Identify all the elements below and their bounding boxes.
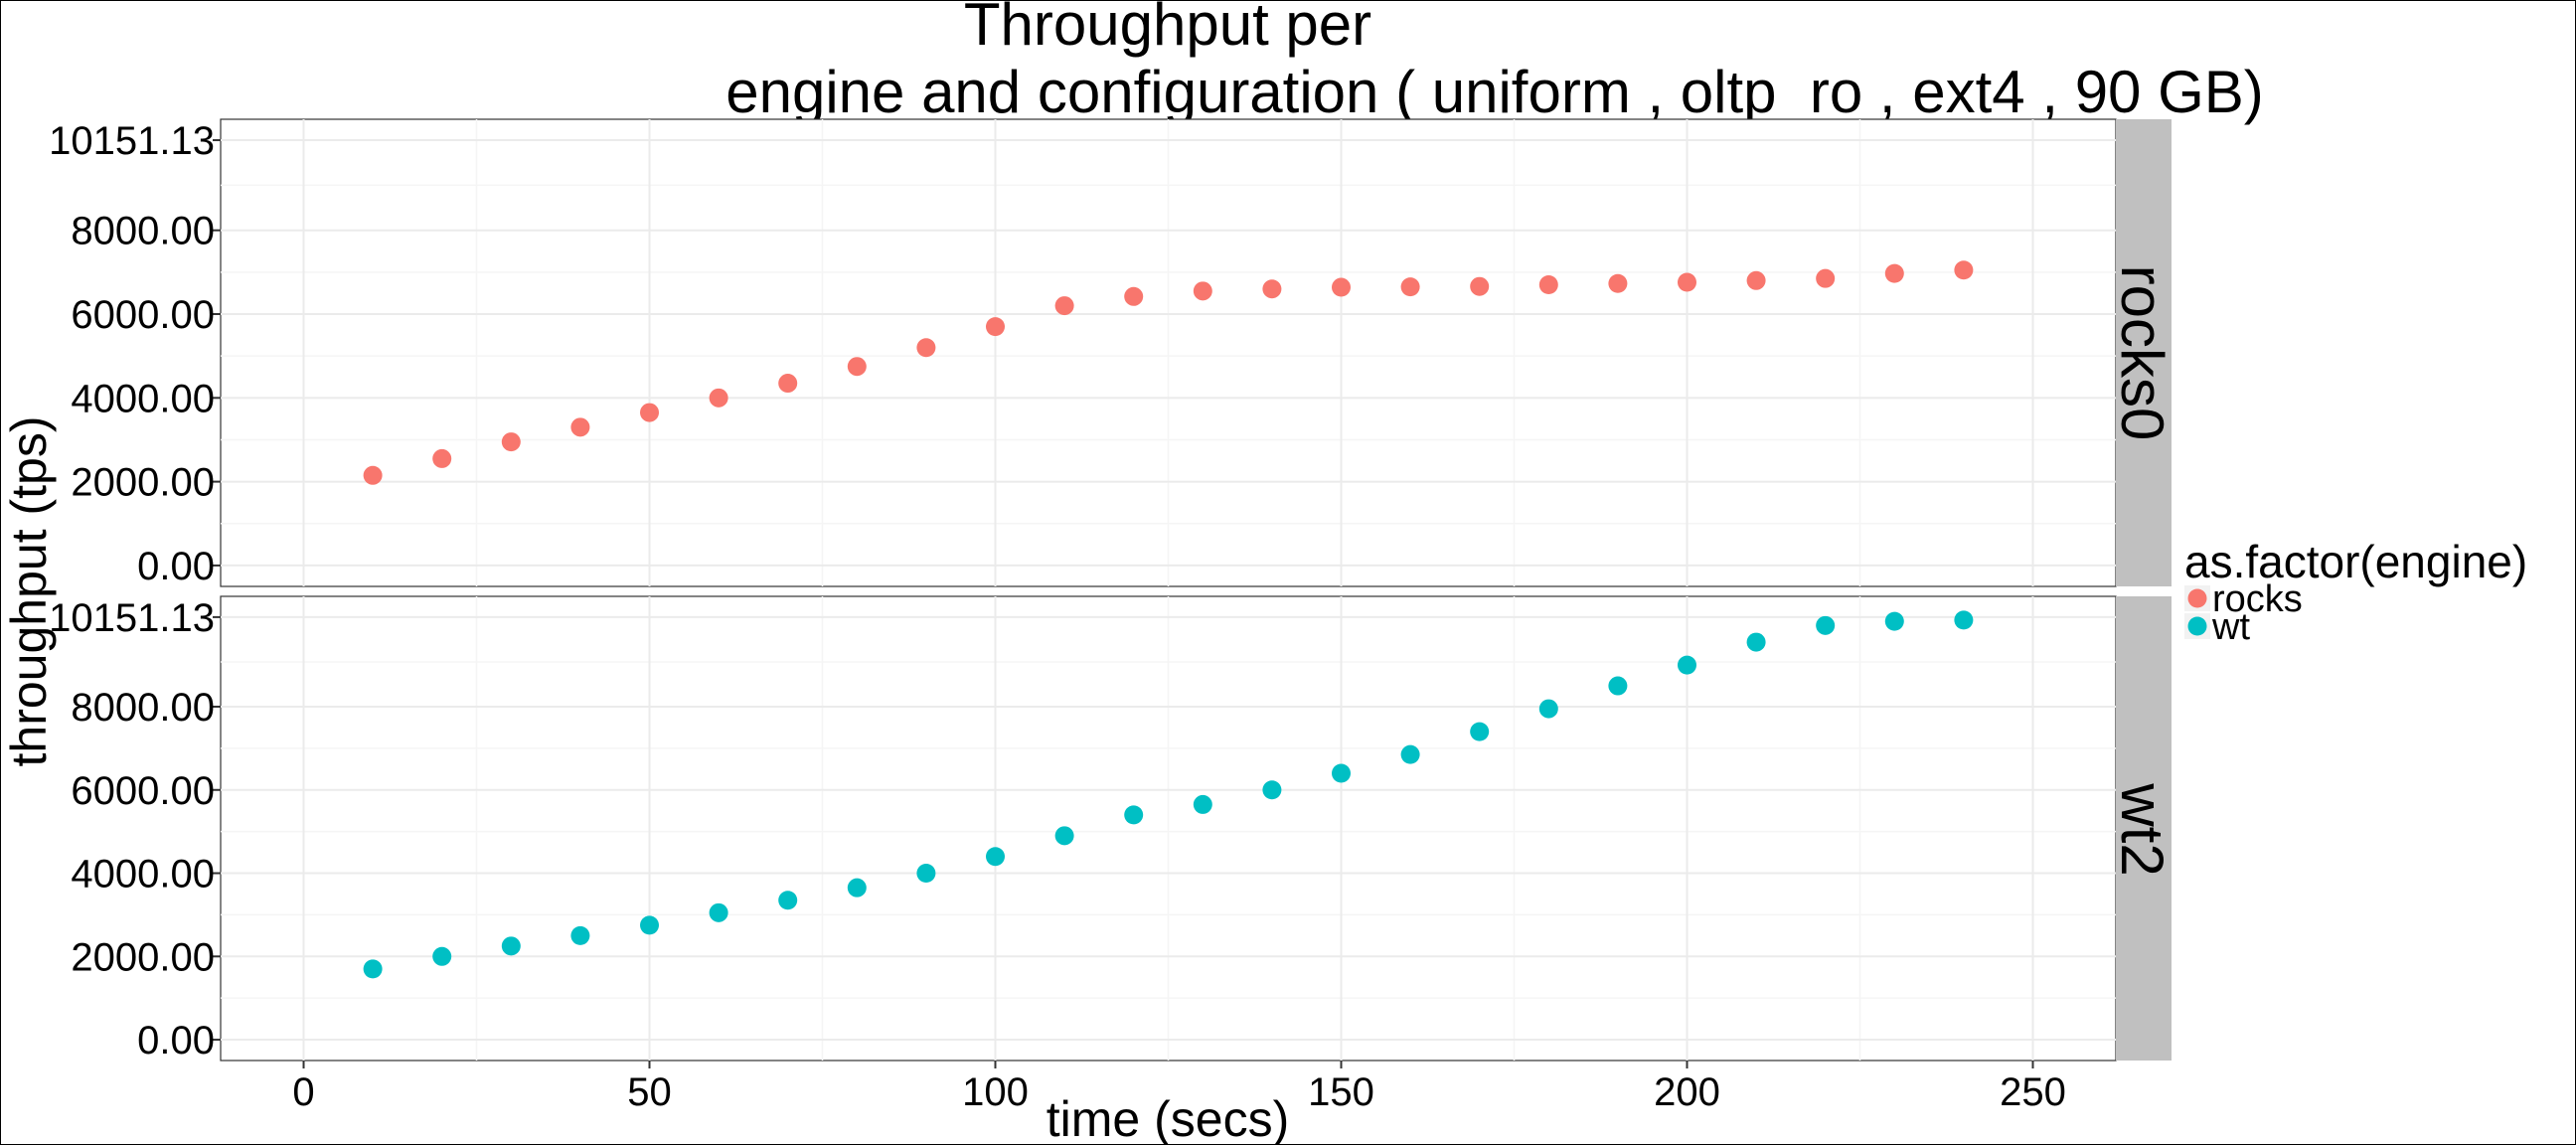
facet-panel-wt2: 0.00 2000.00 4000.00 6000.00 8000.00 10151.13…: [49, 595, 2175, 1063]
data-point-wt: [570, 925, 590, 945]
y-tick-label: 4000.00: [71, 377, 215, 420]
data-point-rocks: [570, 417, 590, 437]
y-tick-label: 2000.00: [71, 461, 215, 505]
data-point-rocks: [916, 338, 936, 358]
data-point-wt: [1470, 722, 1490, 741]
data-point-rocks: [1124, 286, 1144, 306]
data-point-rocks: [640, 403, 660, 422]
data-point-rocks: [1400, 277, 1420, 297]
data-point-rocks: [1262, 279, 1282, 299]
y-tick-label: 0.00: [137, 545, 215, 588]
data-point-rocks: [1470, 276, 1490, 296]
data-point-rocks: [709, 388, 728, 408]
data-point-wt: [1193, 794, 1212, 814]
x-tick-label: 150: [1308, 1070, 1374, 1114]
y-tick-label: 0.00: [137, 1019, 215, 1063]
legend-key-point: [2187, 616, 2207, 636]
data-point-rocks: [778, 374, 798, 394]
y-tick-label: 6000.00: [71, 769, 215, 813]
data-point-wt: [1262, 780, 1282, 800]
legend-label-wt: wt: [2211, 606, 2250, 648]
facet-strip-label: wt2: [2109, 782, 2175, 876]
data-point-wt: [1124, 805, 1144, 825]
data-point-rocks: [1954, 260, 1974, 280]
y-tick-label: 2000.00: [71, 935, 215, 979]
legend-key-point: [2187, 588, 2207, 608]
data-point-rocks: [1746, 270, 1766, 290]
data-point-wt: [1746, 632, 1766, 652]
x-tick-label: 0: [292, 1070, 314, 1114]
legend-label-rocks: rocks: [2212, 578, 2303, 620]
data-point-rocks: [847, 357, 867, 377]
data-point-wt: [1816, 615, 1836, 635]
data-point-wt: [778, 891, 798, 910]
legend-title: as.factor(engine): [2184, 536, 2527, 587]
data-point-rocks: [363, 465, 383, 485]
x-tick-label: 50: [627, 1070, 672, 1114]
facet-strip: [2116, 119, 2172, 586]
x-axis-title: time (secs): [1046, 1091, 1289, 1145]
data-point-rocks: [986, 317, 1006, 337]
data-point-wt: [1538, 699, 1558, 719]
y-tick-label: 8000.00: [71, 210, 215, 253]
data-point-rocks: [1331, 277, 1351, 297]
facet-strip-label: rocks0: [2109, 265, 2175, 441]
chart-title-line2: engine and configuration ( uniform , olt…: [725, 59, 2264, 125]
y-tick-label: 4000.00: [71, 853, 215, 897]
facet-strip: [2116, 596, 2172, 1061]
data-point-rocks: [1193, 281, 1212, 301]
data-point-wt: [1400, 744, 1420, 764]
facet-panel-rocks0: 0.00 2000.00 4000.00 6000.00 8000.00 10151.13…: [49, 118, 2175, 588]
data-point-wt: [709, 902, 728, 922]
data-point-rocks: [1608, 273, 1628, 293]
data-point-wt: [1331, 763, 1351, 783]
y-axis-title: throughput (tps): [1, 416, 57, 767]
y-tick-label: 8000.00: [71, 686, 215, 730]
data-point-wt: [432, 946, 452, 966]
x-tick-label: 100: [962, 1070, 1029, 1114]
data-point-rocks: [1054, 296, 1074, 316]
data-point-wt: [1054, 826, 1074, 846]
x-tick-label: 200: [1654, 1070, 1720, 1114]
chart-title-line1: Throughput per: [964, 0, 1371, 58]
data-point-wt: [1677, 655, 1696, 675]
data-point-rocks: [1538, 275, 1558, 295]
x-axis: 0 50 100 150 200 250: [292, 1061, 2066, 1114]
data-point-wt: [1608, 676, 1628, 696]
x-tick-label: 250: [2000, 1070, 2066, 1114]
data-point-wt: [363, 959, 383, 979]
y-tick-label: 10151.13: [49, 119, 215, 163]
data-point-wt: [847, 878, 867, 898]
data-point-wt: [501, 936, 521, 956]
data-point-wt: [1954, 610, 1974, 630]
data-point-wt: [916, 864, 936, 884]
y-tick-label: 10151.13: [49, 596, 215, 640]
data-point-rocks: [1884, 263, 1904, 283]
data-point-rocks: [432, 448, 452, 468]
y-tick-label: 6000.00: [71, 293, 215, 337]
data-point-wt: [1884, 611, 1904, 631]
data-point-rocks: [1816, 268, 1836, 288]
data-point-wt: [986, 847, 1006, 867]
data-point-wt: [640, 915, 660, 935]
facet-panels: 0.00 2000.00 4000.00 6000.00 8000.00 10151.13…: [49, 118, 2175, 1063]
data-point-rocks: [1677, 272, 1696, 292]
data-point-rocks: [501, 432, 521, 452]
